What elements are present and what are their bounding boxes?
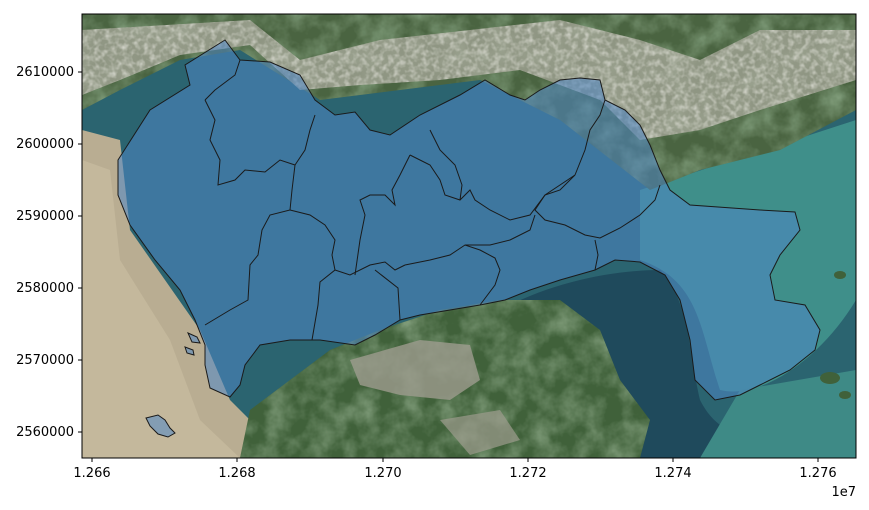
estuary-island [145,414,176,438]
x-tick-label: 1.266 [73,466,110,481]
district-overlay [117,39,821,438]
boundary-line [204,99,296,186]
boundary-line [294,114,316,166]
boundary-line [289,209,336,341]
boundary-line [594,239,599,271]
boundary-line [404,244,501,306]
x-tick-label: 1.270 [364,466,401,481]
boundary-line [354,154,411,276]
shenzhen-outline [117,39,821,401]
boundary-line [374,269,401,321]
estuary-island [184,346,195,356]
district-boundaries [204,59,661,341]
x-axis-offset-label: 1e7 [831,485,856,500]
urban-south [350,340,480,400]
x-axis: 1.266 1.268 1.270 1.272 1.274 1.276 1e7 [73,458,856,500]
y-tick-label: 2590000 [16,209,74,224]
y-tick-label: 2600000 [16,137,74,152]
boundary-line [465,214,536,246]
boundary-line [204,59,241,101]
boundary-line [574,99,606,176]
y-tick-label: 2560000 [16,425,74,440]
x-tick-label: 1.268 [218,466,255,481]
boundary-line [429,129,463,201]
y-axis: 2610000 2600000 2590000 2580000 2570000 … [16,65,82,440]
island [820,372,840,384]
island [834,271,846,279]
axes-frame [81,13,857,459]
island [839,391,851,399]
urban-north-texture [82,20,856,140]
x-tick-label: 1.276 [799,466,836,481]
estuary-island [187,332,201,344]
y-tick-label: 2610000 [16,65,74,80]
y-tick-label: 2570000 [16,353,74,368]
x-tick-label: 1.274 [654,466,691,481]
estuary-inner [82,160,240,458]
urban-south-2 [440,410,520,455]
boundary-line [204,164,296,326]
x-tick-label: 1.272 [509,466,546,481]
boundary-line [334,261,406,276]
y-tick-label: 2580000 [16,281,74,296]
boundary-line [534,174,661,239]
